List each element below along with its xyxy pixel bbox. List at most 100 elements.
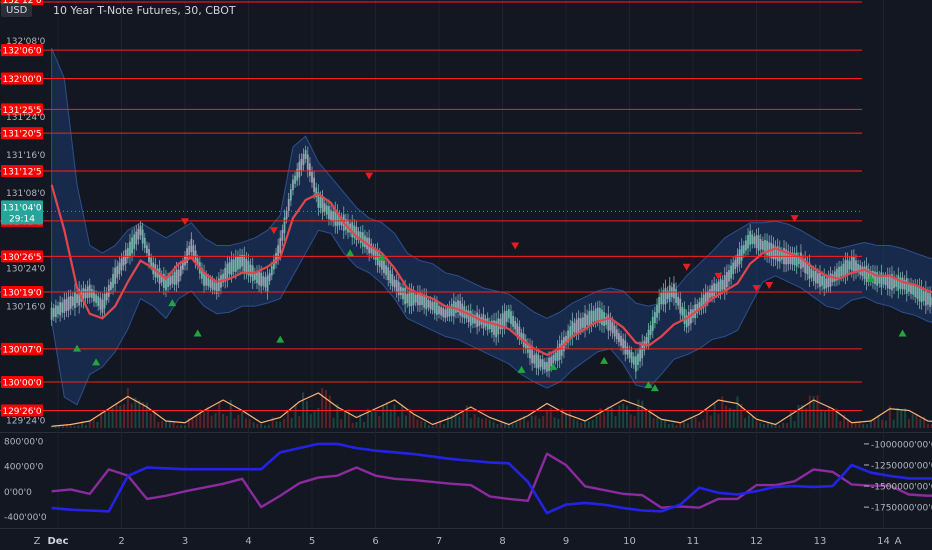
oscillator-blue-line	[51, 442, 932, 515]
candle-body	[275, 252, 277, 264]
candle-body	[408, 290, 411, 307]
candle-body	[338, 215, 341, 226]
candle-body	[279, 237, 282, 254]
candle-body	[838, 266, 840, 279]
horizontal-levels[interactable]: 132'06'0 132'00'0 131'25'5 131'20'5 131'12'5…	[0, 0, 862, 417]
candle-body	[772, 244, 775, 260]
time-axis[interactable]: ZDec234567891011121314151617A	[34, 536, 932, 547]
volume-bar	[603, 412, 606, 428]
candle-body	[65, 298, 68, 311]
oscillator-left-tick: 400'00'0	[4, 463, 44, 473]
candle-body	[565, 335, 567, 345]
candle-body	[446, 308, 449, 317]
volume-bar	[877, 414, 880, 428]
price-axis[interactable]: 132'08'0 131'24'0 131'16'0 131'08'0 130'24'0…	[1, 37, 862, 427]
volume-bar	[782, 422, 785, 428]
volume-bar	[206, 407, 209, 428]
candle-body	[107, 285, 110, 297]
candle-body	[391, 274, 394, 287]
candle-body	[514, 320, 517, 330]
buy-arrow	[346, 249, 355, 257]
volume-bar	[443, 424, 446, 428]
candle-body	[833, 271, 836, 282]
volume-bar	[84, 424, 87, 428]
volume-bar	[755, 420, 758, 428]
volume-bar	[831, 409, 834, 428]
candle-body	[810, 269, 813, 278]
candle-body	[90, 289, 93, 299]
buy-arrow	[600, 356, 609, 364]
candle-body	[607, 314, 610, 331]
volume-bar	[843, 414, 846, 428]
candle-body	[249, 264, 252, 277]
volume-bar	[412, 414, 415, 428]
volume-bar	[393, 404, 396, 428]
candle-body	[412, 292, 415, 305]
volume-bar	[873, 418, 876, 428]
volume-bar	[248, 419, 251, 428]
volume-bar	[214, 412, 217, 428]
volume-bar	[195, 415, 198, 428]
candle-body	[920, 287, 923, 303]
volume-bar	[65, 424, 68, 428]
candle-body	[448, 306, 451, 317]
volume-bar	[759, 422, 762, 428]
volume-bar	[96, 421, 99, 428]
level-label-badge	[1, 404, 43, 417]
volume-bar	[919, 418, 922, 428]
candle-body	[361, 232, 364, 247]
candle-body	[126, 248, 129, 259]
candle-body	[675, 289, 677, 303]
candle-body	[791, 252, 794, 265]
volume-bar	[492, 421, 495, 428]
candle-body	[683, 308, 686, 324]
volume-bar	[389, 409, 392, 428]
candle-body	[647, 329, 650, 344]
candle-body	[175, 269, 178, 285]
candle-body	[442, 308, 445, 317]
volume-bar	[161, 420, 164, 428]
candle-body	[541, 359, 544, 370]
candle-body	[355, 226, 358, 240]
candle-body	[872, 270, 874, 283]
volume-bar	[812, 395, 815, 428]
candle-body	[112, 274, 114, 288]
candle-body	[82, 287, 85, 302]
candle-body	[171, 275, 174, 284]
volume-bar	[172, 420, 175, 428]
level-label: 130'07'0	[2, 345, 42, 355]
volume-bar	[111, 408, 114, 428]
candle-body	[778, 247, 781, 262]
oscillator-right-tick: -1750000'00'0	[871, 504, 932, 514]
oscillator-panel-background	[0, 433, 932, 528]
candle-body	[630, 351, 633, 363]
candle-body	[510, 311, 512, 324]
volume-bar	[332, 417, 335, 428]
volume-bar	[580, 422, 583, 428]
candle-body	[622, 338, 625, 350]
candle-body	[328, 206, 330, 220]
volume-bar	[683, 421, 686, 428]
volume-bar	[717, 413, 720, 428]
volume-bar	[656, 417, 659, 428]
candle-body	[137, 228, 140, 240]
volume-bar	[763, 423, 766, 428]
candle-body	[571, 320, 574, 338]
candle-body	[217, 278, 220, 291]
volume-bar	[930, 424, 932, 428]
time-tick-label: A	[895, 536, 902, 547]
candle-body	[241, 254, 244, 267]
volume-bar	[538, 418, 541, 428]
candle-body	[711, 285, 713, 297]
time-tick-label: 5	[309, 536, 315, 547]
oscillator-axes[interactable]: 800'00'0 400'00'0 0'00'0 -400'00'0 -1000000'…	[4, 438, 932, 523]
candle-body	[239, 255, 241, 269]
volume-bar	[705, 409, 708, 428]
currency-button[interactable]: USD	[1, 4, 33, 17]
volume-bar	[679, 422, 682, 428]
volume-bar	[450, 415, 453, 428]
candle-body	[543, 361, 546, 370]
candle-body	[245, 258, 248, 273]
volume-bar	[504, 423, 507, 428]
volume-bar	[237, 414, 240, 428]
